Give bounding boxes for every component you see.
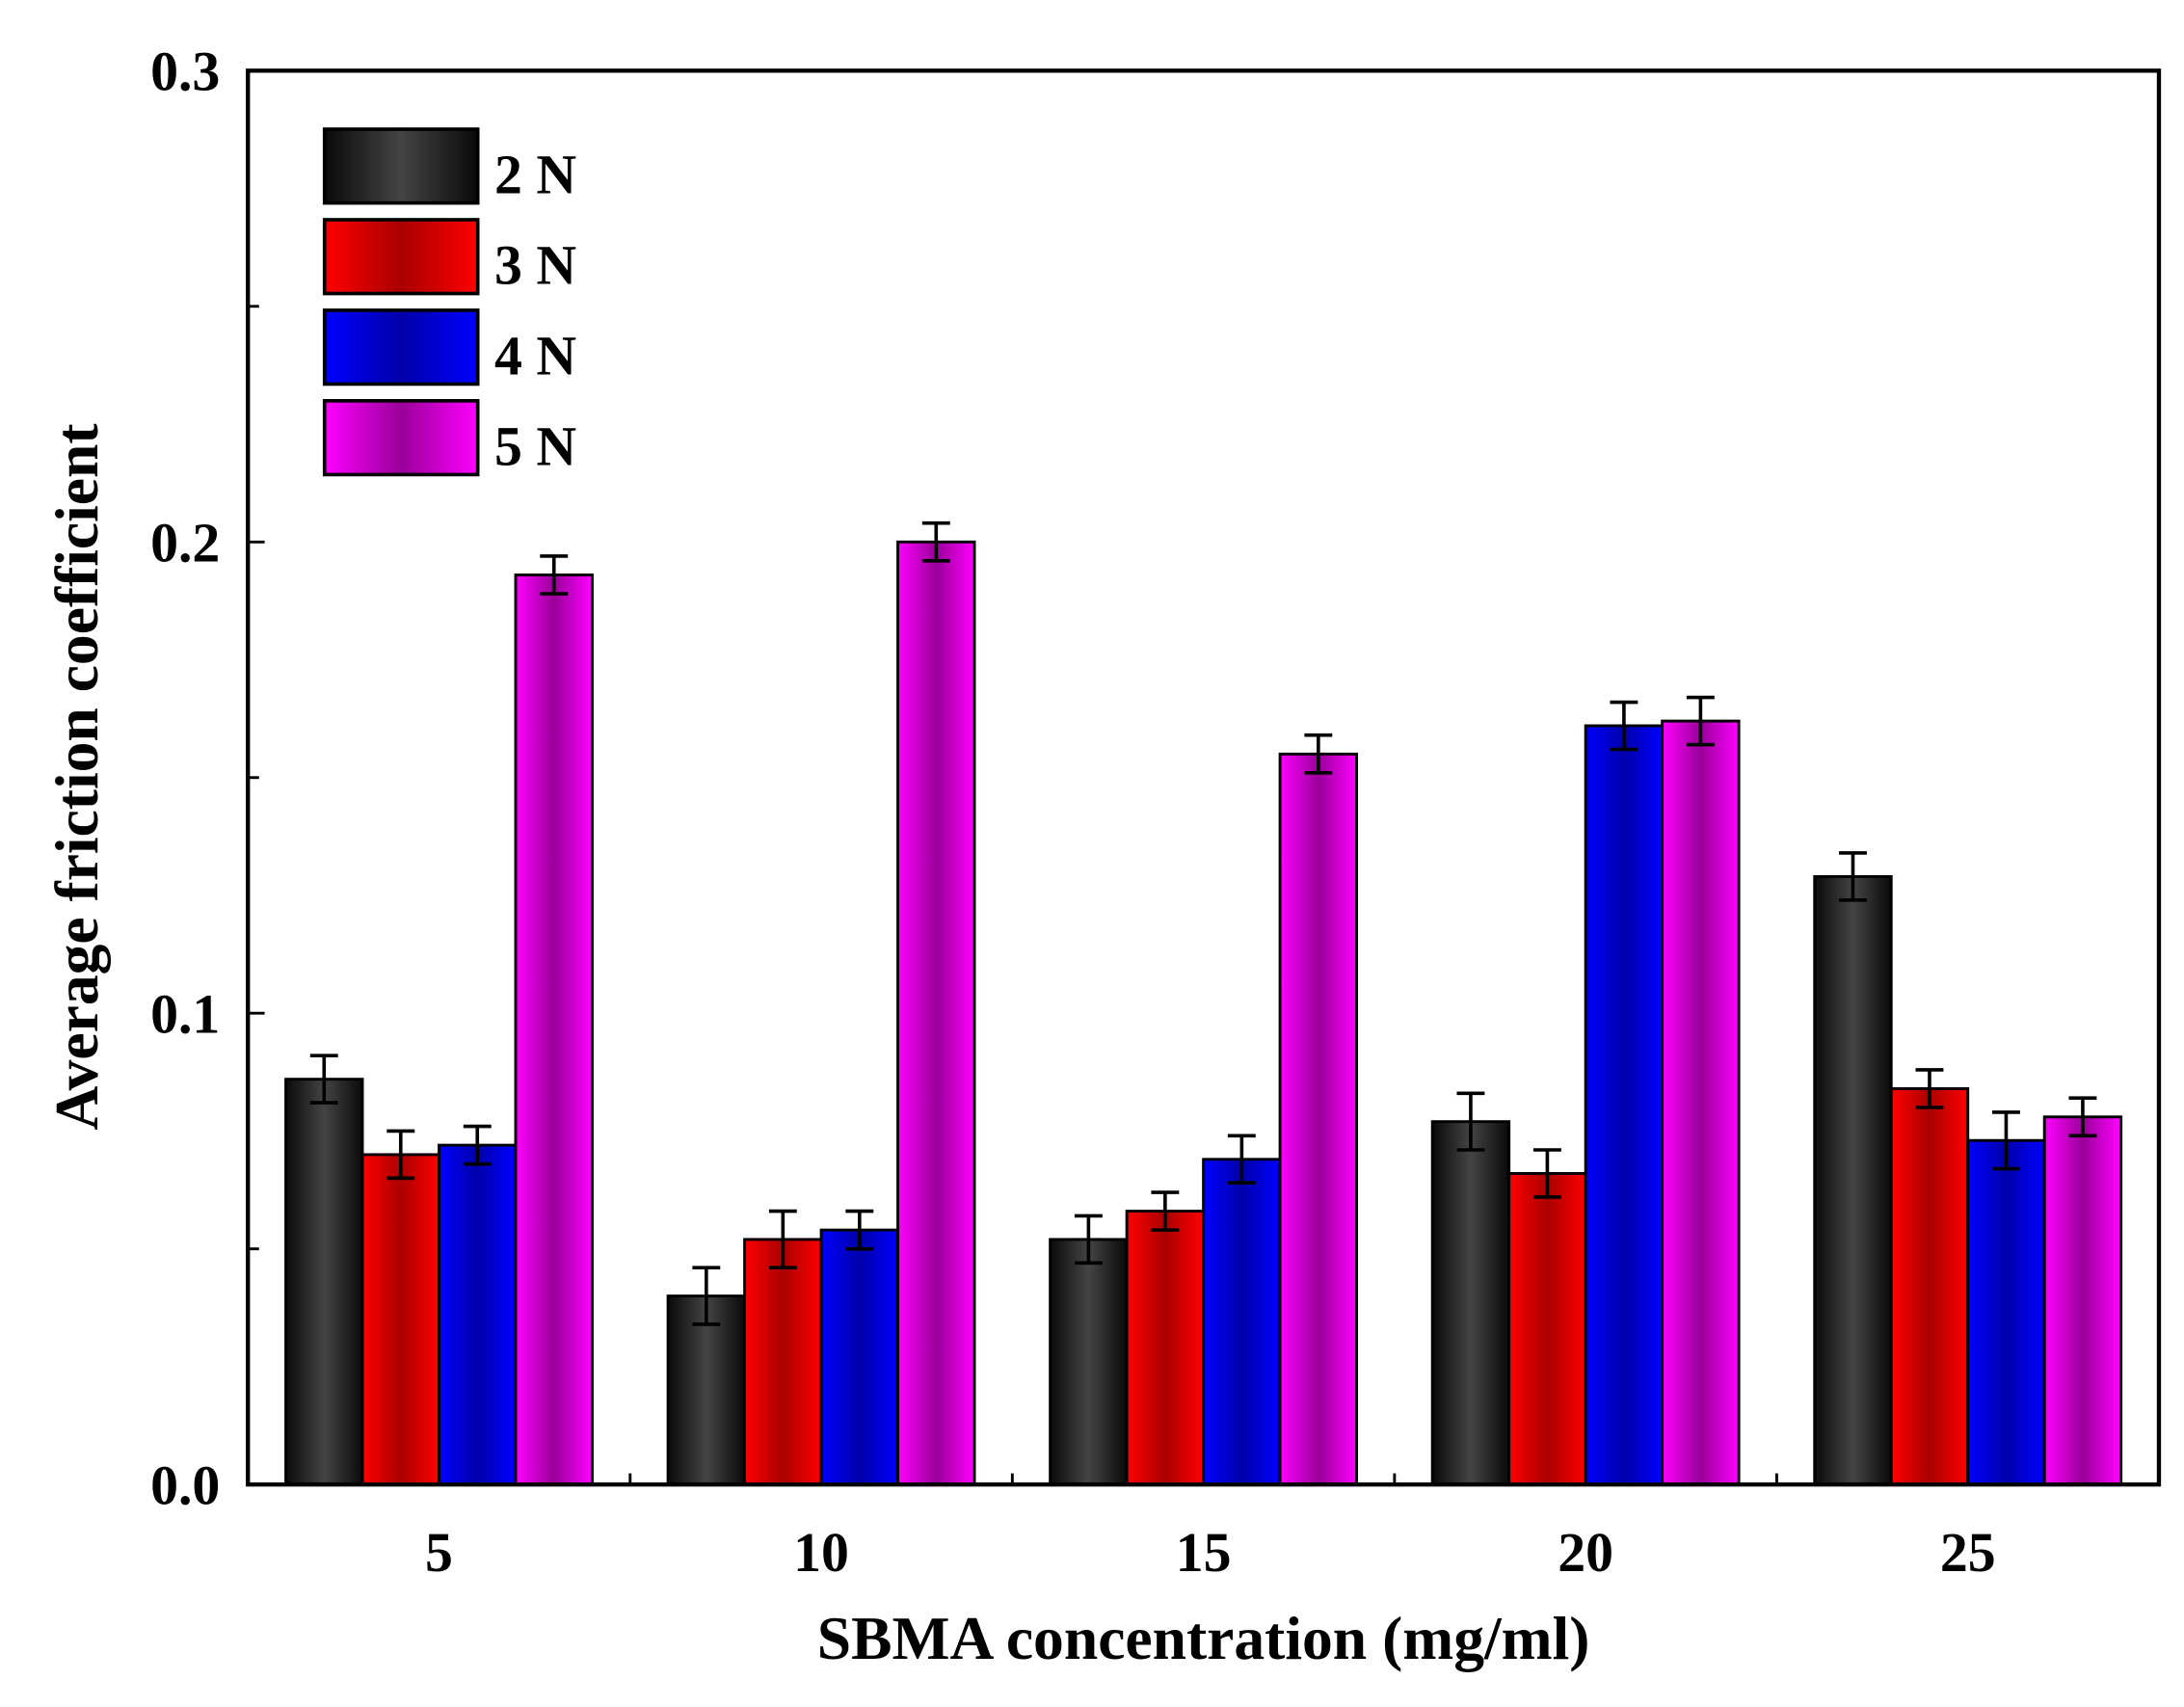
bar-4N-15: [1202, 1158, 1282, 1486]
legend-label: 5 N: [494, 414, 576, 477]
bar-3N-25: [1889, 1086, 1970, 1486]
x-tick-label: 25: [1940, 1521, 1996, 1584]
legend-label: 3 N: [494, 233, 576, 296]
bar-5N-20: [1661, 719, 1741, 1486]
error-bar: [1610, 700, 1638, 752]
bar-5N-25: [2042, 1115, 2123, 1486]
legend-swatch: [322, 218, 480, 296]
error-bar: [845, 1209, 874, 1251]
bar-5N-10: [896, 540, 976, 1486]
legend-swatch: [322, 127, 480, 205]
error-bar: [1304, 733, 1333, 775]
x-tick-label: 20: [1558, 1521, 1613, 1584]
bar-3N-5: [360, 1153, 440, 1486]
x-tick-label: 15: [1176, 1521, 1232, 1584]
error-bar: [692, 1266, 721, 1326]
bar-5N-5: [514, 573, 594, 1486]
bar-4N-25: [1966, 1138, 2046, 1486]
error-bar: [1532, 1148, 1561, 1199]
bar-2N-15: [1049, 1238, 1129, 1486]
error-bar: [1915, 1068, 1944, 1109]
bars-layer: [284, 520, 2123, 1486]
x-tick-label: 5: [425, 1521, 453, 1584]
error-bar: [1227, 1134, 1256, 1186]
legend-swatch: [322, 399, 480, 477]
error-bar: [921, 520, 950, 563]
ticks-layer: 5 10 15 20 25 0.0 0.1 0.2 0.3: [150, 40, 1996, 1584]
error-bar: [1686, 695, 1715, 747]
error-bar: [1992, 1110, 2020, 1171]
legend-label: 2 N: [494, 143, 576, 205]
bar-3N-20: [1507, 1172, 1587, 1486]
error-bar: [540, 554, 569, 596]
y-tick-label: 0.3: [150, 40, 220, 103]
error-bar: [309, 1054, 338, 1105]
error-bar: [1456, 1091, 1485, 1152]
y-axis-label: Average friction coefficient: [42, 423, 111, 1130]
error-bar: [386, 1129, 415, 1181]
legend: 2 N 3 N 4 N 5 N: [322, 127, 576, 477]
bar-3N-15: [1125, 1210, 1206, 1486]
bar-2N-20: [1430, 1120, 1511, 1486]
bar-4N-20: [1584, 724, 1665, 1486]
error-bar: [2068, 1096, 2097, 1138]
bar-5N-15: [1278, 752, 1359, 1486]
y-tick-label: 0.0: [150, 1454, 220, 1516]
bar-4N-5: [438, 1143, 518, 1486]
error-bar: [1839, 851, 1867, 902]
error-bar: [1151, 1190, 1180, 1232]
error-bar: [463, 1124, 492, 1166]
bar-3N-10: [743, 1238, 823, 1486]
bar-2N-10: [666, 1294, 747, 1486]
y-tick-label: 0.2: [150, 511, 220, 573]
y-tick-label: 0.1: [150, 982, 220, 1045]
bar-4N-10: [819, 1228, 899, 1486]
x-tick-label: 10: [793, 1521, 849, 1584]
error-bar: [1074, 1214, 1103, 1266]
error-bar: [768, 1209, 797, 1270]
bar-2N-5: [284, 1078, 364, 1486]
legend-swatch: [322, 308, 480, 387]
bar-2N-25: [1813, 874, 1893, 1486]
legend-label: 4 N: [494, 324, 576, 387]
x-axis-label: SBMA concentration (mg/ml): [817, 1604, 1590, 1672]
